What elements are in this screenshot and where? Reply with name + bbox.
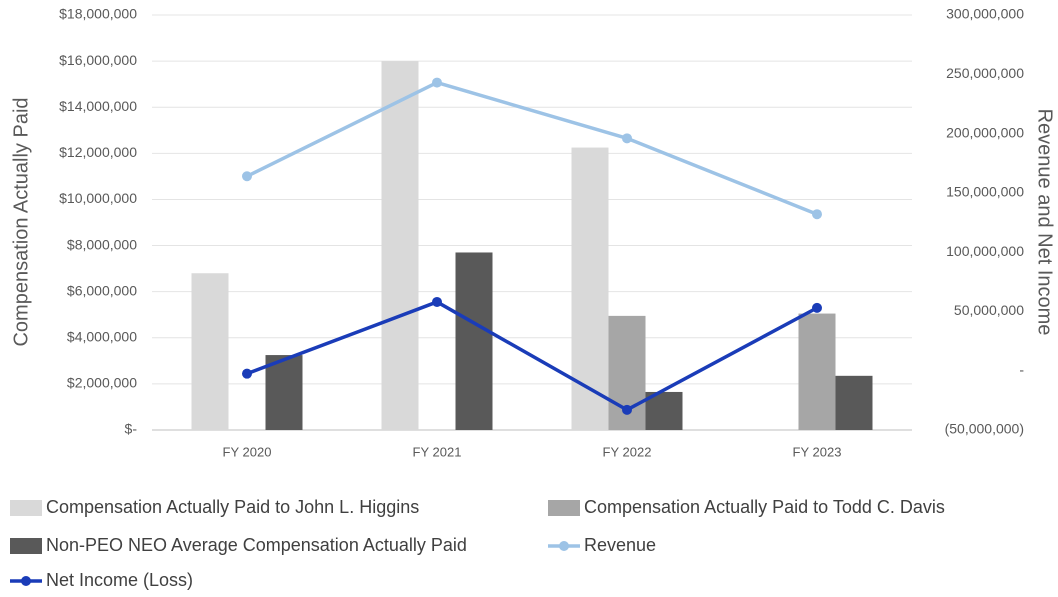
line-marker [622,133,632,144]
y2-tick-label: 150,000,000 [946,184,1024,200]
y-tick-label: $2,000,000 [67,375,137,391]
y-tick-label: $4,000,000 [67,328,137,344]
legend-label: Non-PEO NEO Average Compensation Actuall… [46,535,467,555]
legend-swatch [548,500,580,516]
y-tick-label: $- [125,421,138,437]
line-marker [812,209,822,220]
y2-tick-label: 300,000,000 [946,6,1024,22]
y-tick-label: $14,000,000 [59,98,137,114]
y2-tick-label: (50,000,000) [945,421,1024,437]
y-tick-label: $10,000,000 [59,190,137,206]
line [246,80,818,216]
line-marker [432,77,442,88]
x-tick-label: FY 2020 [223,444,272,459]
x-tick-label: FY 2023 [793,444,842,459]
line-marker [242,171,252,182]
legend-swatch [21,576,31,586]
bar [191,273,229,430]
bar [381,61,419,430]
x-tick-label: FY 2022 [603,444,652,459]
bar [798,313,836,430]
y2-tick-label: - [1019,361,1024,377]
legend-label: Compensation Actually Paid to Todd C. Da… [584,497,945,517]
legend-label: Net Income (Loss) [46,570,193,590]
y-axis-title: Compensation Actually Paid [10,97,32,346]
y-tick-label: $16,000,000 [59,52,137,68]
y2-axis-title: Revenue and Net Income [1034,109,1056,336]
legend-label: Compensation Actually Paid to John L. Hi… [46,497,419,517]
y2-tick-label: 50,000,000 [954,302,1024,318]
y-tick-label: $12,000,000 [59,144,137,160]
bar [455,252,493,430]
line-marker [242,368,252,379]
bar [265,355,303,430]
y2-tick-label: 200,000,000 [946,124,1024,140]
line-marker [622,404,632,415]
line-marker [812,302,822,313]
y2-tick-label: 250,000,000 [946,65,1024,81]
y-tick-label: $8,000,000 [67,236,137,252]
y-tick-label: $18,000,000 [59,6,137,22]
legend-swatch [10,538,42,554]
legend-swatch [10,500,42,516]
line-marker [432,296,442,307]
y-tick-label: $6,000,000 [67,282,137,298]
x-tick-label: FY 2021 [413,444,462,459]
line [246,300,818,412]
y2-tick-label: 100,000,000 [946,243,1024,259]
legend-swatch [559,541,569,551]
bar [835,375,873,430]
legend-label: Revenue [584,535,656,555]
